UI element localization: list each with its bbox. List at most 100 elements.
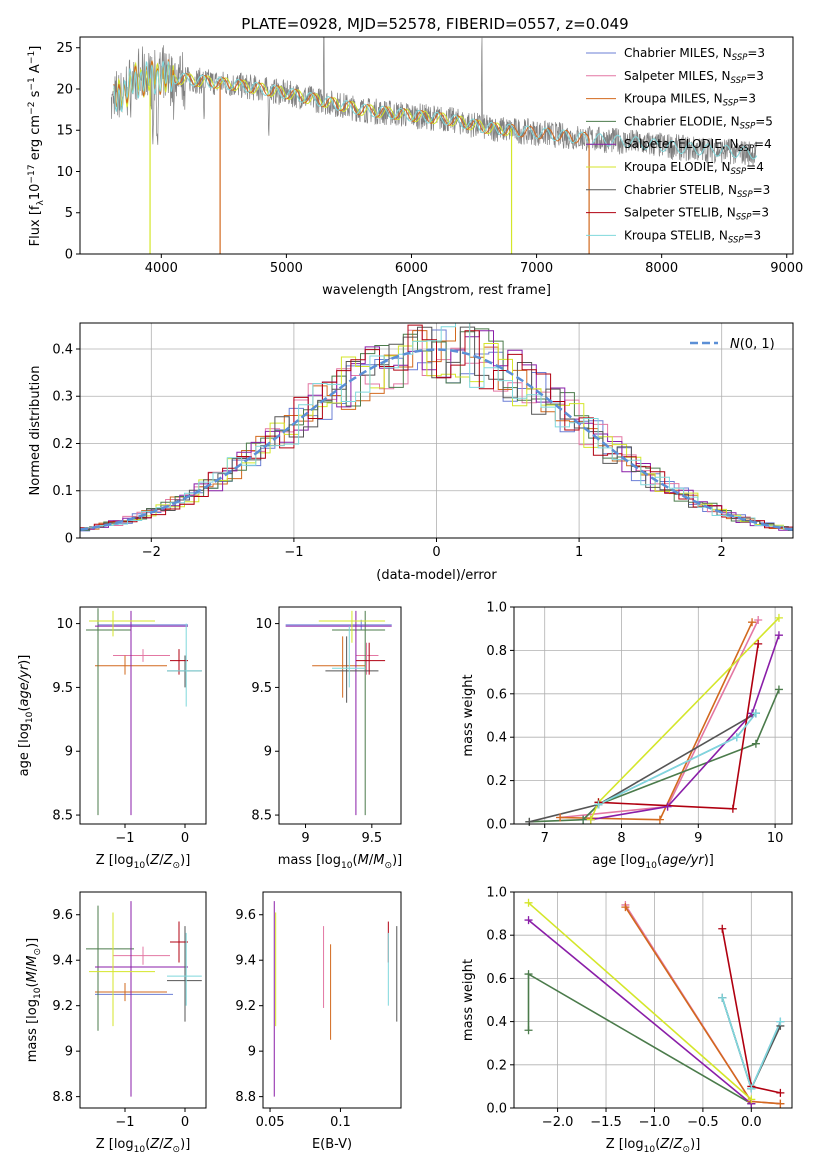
weight-point-marker — [776, 1017, 785, 1026]
figure-title: PLATE=0928, MJD=52578, FIBERID=0557, z=0… — [241, 15, 628, 33]
y-tick-label: 9.4 — [52, 954, 73, 969]
weight-point-marker — [748, 618, 757, 627]
model-spectrum-line — [113, 60, 513, 136]
y-tick-label: 0 — [65, 248, 73, 263]
x-tick-label: 0 — [432, 545, 440, 560]
y-tick-label: 0.8 — [486, 644, 507, 659]
legend-label: Kroupa MILES, NSSP=3 — [624, 92, 756, 109]
y-tick-label: 9.2 — [235, 999, 256, 1014]
x-tick-label: −1 — [115, 1115, 134, 1130]
x-axis-label: (data-model)/error — [376, 568, 497, 583]
y-axis-label: Normed distribution — [28, 366, 43, 496]
weight-point-marker — [524, 1026, 533, 1035]
x-tick-label: −1.0 — [639, 1115, 671, 1130]
y-tick-label: 9 — [65, 745, 73, 760]
x-axis-label: E(B-V) — [312, 1137, 352, 1152]
x-tick-label: 9 — [301, 831, 309, 846]
y-tick-label: 0.4 — [52, 342, 73, 357]
y-tick-label: 10 — [255, 617, 272, 632]
x-tick-label: −2 — [142, 545, 161, 560]
x-tick-label: −1 — [115, 831, 134, 846]
y-tick-label: 0 — [65, 532, 73, 547]
axes-spectrum: 4000 5000 6000 7000 8000 9000 0 5 10 15 20 25 wavele… — [27, 36, 803, 298]
y-tick-label: 10 — [56, 165, 73, 180]
x-tick-label: 8 — [617, 831, 625, 846]
axes-frame — [79, 36, 794, 255]
y-tick-label: 8.8 — [235, 1090, 256, 1105]
plot-area — [80, 323, 793, 533]
axes-frame — [262, 891, 402, 1109]
x-tick-label: 10 — [767, 831, 784, 846]
weight-point-marker — [751, 739, 760, 748]
weight-point-marker — [718, 993, 727, 1002]
y-tick-label: 10 — [56, 617, 73, 632]
axes-frame — [79, 606, 207, 825]
x-tick-label: 8000 — [645, 261, 678, 276]
residual-histogram — [80, 324, 793, 532]
legend-label: Salpeter MILES, NSSP=3 — [624, 69, 764, 86]
x-tick-label: 7 — [541, 831, 549, 846]
weight-point-marker — [579, 815, 588, 824]
y-tick-label: 9.2 — [52, 999, 73, 1014]
y-tick-label: 9 — [264, 745, 272, 760]
weight-point-marker — [556, 813, 565, 822]
x-axis-label: Z [log10(Z/Z⊙)] — [96, 1137, 191, 1155]
x-tick-label: 6000 — [395, 261, 428, 276]
x-tick-label: 1 — [575, 545, 583, 560]
x-tick-label: −0.5 — [687, 1115, 719, 1130]
weight-point-marker — [621, 903, 630, 912]
y-tick-label: 9.4 — [235, 954, 256, 969]
axes-age_vs_Z: −1 0 8.5 9 9.5 10 Z [log10(Z/Z⊙)] age [log10(ag… — [17, 606, 207, 871]
x-tick-label: −1.5 — [590, 1115, 622, 1130]
weight-point-marker — [524, 970, 533, 979]
weight-point-marker — [524, 916, 533, 925]
weight-point-marker — [524, 898, 533, 907]
weight-point-marker — [594, 800, 603, 809]
x-tick-label: 0.05 — [256, 1115, 285, 1130]
x-tick-label: 2 — [718, 545, 726, 560]
y-tick-label: 0.1 — [52, 484, 73, 499]
legend-label: Chabrier ELODIE, NSSP=5 — [624, 114, 773, 131]
y-tick-label: 20 — [56, 82, 73, 97]
plot-area — [110, 37, 758, 254]
axes-mass_vs_ebv: 0.05 0.1 8.8 9 9.2 9.4 9.6 E(B-V) — [235, 891, 402, 1152]
y-tick-label: 5 — [65, 206, 73, 221]
weight-point-marker — [732, 733, 741, 742]
legend-label: N(0, 1) — [730, 337, 775, 352]
weight-point-marker — [774, 631, 783, 640]
residual-histogram — [84, 323, 793, 533]
weight-series-line — [527, 919, 752, 1105]
y-tick-label: 9.6 — [235, 908, 256, 923]
y-tick-label: 0.4 — [486, 1015, 507, 1030]
y-tick-label: 9 — [248, 1045, 256, 1060]
y-tick-label: 0.0 — [486, 818, 507, 833]
x-tick-label: 5000 — [270, 261, 303, 276]
axes-mass_vs_Z: −1 0 8.8 9 9.2 9.4 9.6 Z [log10(Z/Z⊙)] mass [log… — [25, 891, 207, 1155]
legend-label: Kroupa STELIB, NSSP=3 — [624, 228, 761, 245]
y-tick-label: 15 — [56, 124, 73, 139]
plot-area — [86, 608, 202, 816]
x-axis-label: Z [log10(Z/Z⊙)] — [96, 853, 191, 871]
weight-point-marker — [776, 1088, 785, 1097]
y-tick-label: 0.3 — [52, 390, 73, 405]
axes-frame — [513, 606, 793, 825]
y-tick-label: 0.6 — [486, 972, 507, 987]
y-tick-label: 0.2 — [486, 1058, 507, 1073]
legend-label: Kroupa ELODIE, NSSP=4 — [624, 160, 764, 177]
legend-label: Chabrier MILES, NSSP=3 — [624, 46, 765, 63]
x-tick-label: 0 — [181, 831, 189, 846]
legend-label: Salpeter STELIB, NSSP=3 — [624, 206, 769, 223]
y-axis-label: age [log10(age/yr)] — [17, 655, 35, 777]
x-tick-label: 7000 — [520, 261, 553, 276]
x-axis-label: Z [log10(Z/Z⊙)] — [606, 1137, 701, 1155]
x-tick-label: 0.0 — [741, 1115, 762, 1130]
x-tick-label: −1 — [284, 545, 303, 560]
x-tick-label: −2.0 — [542, 1115, 574, 1130]
y-axis-label: Flux [fλ10−17 erg cm−2 s−1 A−1] — [27, 46, 46, 247]
y-axis-label: mass weight — [461, 959, 476, 1041]
axes-frame — [278, 606, 402, 825]
weight-point-marker — [747, 1084, 756, 1093]
weight-point-marker — [776, 1099, 785, 1108]
y-tick-label: 8.8 — [52, 1090, 73, 1105]
